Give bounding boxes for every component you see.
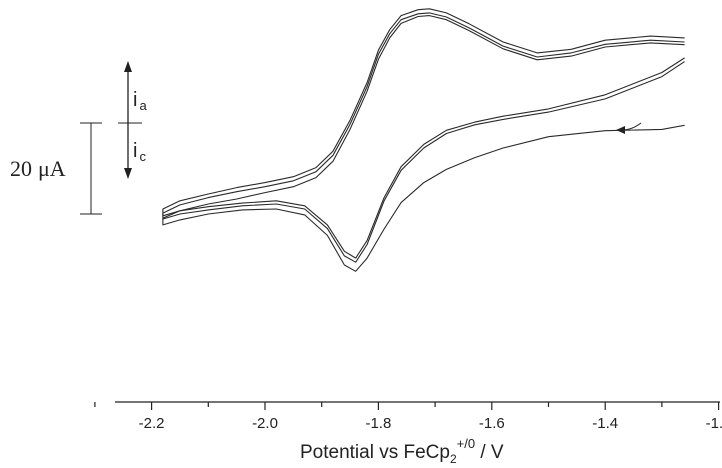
x-axis-title: Potential vs FeCp2+/0 / V bbox=[300, 436, 504, 466]
cathodic-subscript: c bbox=[139, 149, 146, 164]
x-axis-title-subscript: 2 bbox=[450, 452, 457, 466]
x-tick-label: -2.0 bbox=[252, 415, 278, 432]
anodic-subscript: a bbox=[139, 98, 147, 113]
scan-arrow-head bbox=[616, 126, 625, 134]
x-tick-label: -2.2 bbox=[139, 415, 165, 432]
current-scale-bar: 20 μA bbox=[10, 122, 102, 215]
cv-trace-2 bbox=[162, 12, 685, 263]
scan-direction-arrow bbox=[616, 122, 642, 134]
scale-bar-label: 20 μA bbox=[10, 156, 66, 181]
x-axis-title-superscript: +/0 bbox=[457, 436, 475, 451]
x-axis-title-unit: / V bbox=[475, 442, 504, 463]
x-tick-label: -1.6 bbox=[479, 415, 505, 432]
x-tick-label: -1.8 bbox=[365, 415, 391, 432]
x-tick-label: -1.2 bbox=[706, 415, 722, 432]
arrow-down-icon bbox=[124, 168, 132, 179]
x-tick-label: -1.4 bbox=[592, 415, 618, 432]
cv-trace-3 bbox=[162, 8, 685, 259]
voltammogram-curves bbox=[162, 8, 685, 272]
x-axis-ticks: -2.2 -2.0 -1.8 -1.6 -1.4 -1.2 bbox=[94, 402, 722, 432]
cv-trace-1 bbox=[162, 15, 685, 272]
arrow-up-icon bbox=[124, 61, 132, 72]
